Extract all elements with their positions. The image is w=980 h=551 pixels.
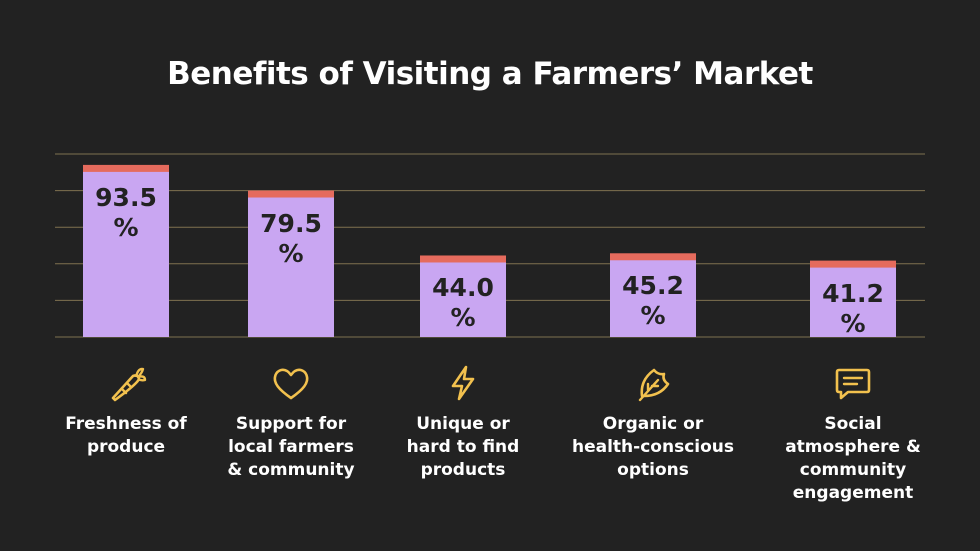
bar-cap [810,260,896,268]
bar-cap [248,190,334,198]
category-label: Social atmosphere & community engagement [785,414,921,503]
bar-value-label: 44.0% [432,273,494,333]
category-label: Unique or hard to find products [406,414,520,480]
bar [420,256,506,337]
chart-title: Benefits of Visiting a Farmers’ Market [167,56,813,92]
leaf-icon [632,362,674,404]
bar [248,191,334,337]
bar-cap [83,164,169,172]
bar-cap [420,255,506,263]
carrot-icon [105,362,147,404]
bar [810,261,896,337]
bar-cap [610,253,696,261]
bar-value-label: 41.2% [822,278,884,338]
bar-value-label: 93.5% [95,182,157,242]
chat-icon [832,362,874,404]
category-label: Freshness of produce [65,414,187,457]
category-label: Support for local farmers & community [227,414,355,480]
heart-icon [270,362,312,404]
lightning-icon [442,362,484,404]
bar-value-label: 79.5% [260,208,322,268]
bar [610,254,696,337]
bar-value-label: 45.2% [622,271,684,331]
bar [83,165,169,337]
category-label: Organic or health-conscious options [572,414,734,480]
